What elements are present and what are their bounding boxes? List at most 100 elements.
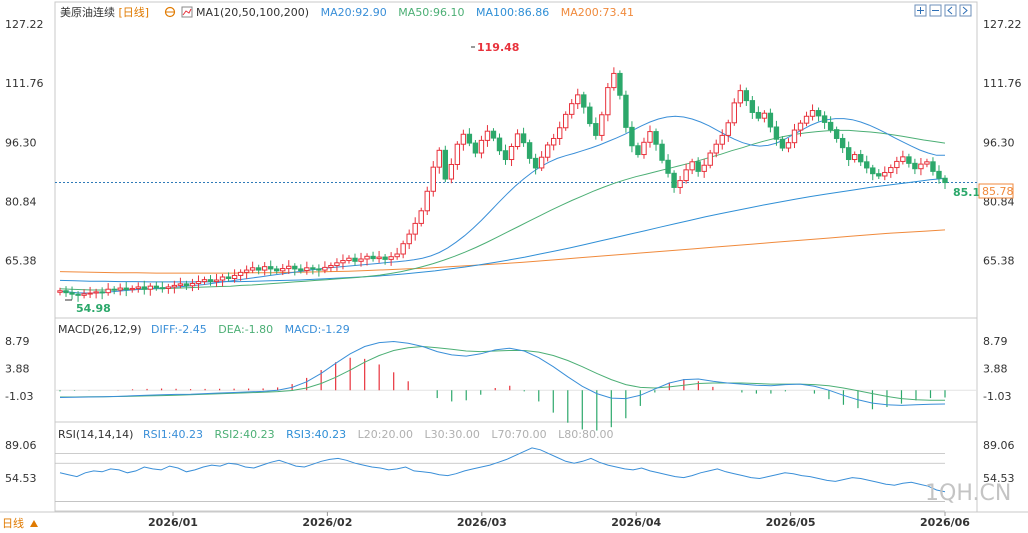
candle-body xyxy=(472,142,479,154)
candle-body xyxy=(316,268,322,271)
candle-body xyxy=(237,271,244,276)
ma20-line xyxy=(59,115,945,294)
watermark: 1QH.CN xyxy=(925,481,1011,506)
candle-body xyxy=(713,143,719,154)
candle-body xyxy=(894,160,900,169)
candle-body xyxy=(803,115,810,124)
candle-body xyxy=(400,243,406,255)
candle-body xyxy=(195,281,202,284)
zoom-in-icon[interactable] xyxy=(929,4,942,17)
candle-body xyxy=(550,137,557,146)
candle-body xyxy=(382,256,388,260)
candle-body xyxy=(135,286,141,289)
candle-body xyxy=(280,268,286,272)
ma50-value: MA50:96.10 xyxy=(398,6,464,19)
ma100-value: MA100:86.86 xyxy=(476,6,549,19)
adjust-icon[interactable] xyxy=(164,6,176,18)
zoom-out-icon[interactable] xyxy=(944,4,957,17)
candle-body xyxy=(213,279,220,283)
candle-body xyxy=(87,292,93,295)
ma-title: MA1(20,50,100,200) xyxy=(196,6,309,19)
candle-body xyxy=(147,285,154,290)
candle-body xyxy=(177,283,184,286)
candle-body xyxy=(358,258,364,262)
rsi-tick-left: 54.53 xyxy=(5,472,37,485)
candle-body xyxy=(298,268,304,271)
candle-body xyxy=(845,147,852,161)
macd-tick-left: -1.03 xyxy=(5,390,33,403)
candle-body xyxy=(520,133,527,144)
candle-body xyxy=(563,113,569,129)
candle-body xyxy=(340,260,346,264)
candle-body xyxy=(111,288,117,291)
rsi-line xyxy=(59,447,946,493)
period-selector-label[interactable]: 日线 xyxy=(2,516,24,530)
candle-body xyxy=(767,112,774,128)
candle-body xyxy=(876,173,882,177)
candle-body xyxy=(231,274,238,280)
candle-body xyxy=(858,154,864,163)
candlesticks xyxy=(57,67,948,302)
candle-body xyxy=(888,167,894,174)
candle-body xyxy=(912,162,918,170)
candle-body xyxy=(286,265,292,270)
candle-body xyxy=(785,142,792,149)
candle-body xyxy=(268,266,274,270)
time-tick-label: 2026/03 xyxy=(457,516,507,529)
reference-lines xyxy=(55,182,977,512)
candle-body xyxy=(328,264,334,268)
candle-body xyxy=(418,210,424,224)
candle-body xyxy=(466,133,473,144)
candle-body xyxy=(683,169,689,182)
candle-body xyxy=(870,167,876,175)
last-close-label: 85.1 xyxy=(953,186,980,199)
rsi-l30-value: L30:30.00 xyxy=(425,428,480,441)
candle-body xyxy=(171,284,178,288)
price-tick-right: 111.76 xyxy=(983,77,1022,90)
candle-body xyxy=(526,142,533,159)
candle-body xyxy=(611,72,617,89)
candle-body xyxy=(454,143,461,165)
candle-body xyxy=(906,156,912,164)
header-legend: 美原油连续 [日线] xyxy=(60,5,149,19)
candle-body xyxy=(69,292,75,295)
period-label: [日线] xyxy=(119,5,150,19)
candle-body xyxy=(255,267,262,271)
price-tick-left: 96.30 xyxy=(5,136,37,149)
candle-body xyxy=(827,121,834,131)
candle-body xyxy=(575,94,581,105)
candle-body xyxy=(749,100,756,113)
macd-series xyxy=(59,340,946,431)
candle-body xyxy=(496,137,503,152)
candle-body xyxy=(839,137,846,149)
candle-body xyxy=(159,287,166,290)
candle-body xyxy=(833,129,840,139)
candle-body xyxy=(587,106,593,125)
rsi-title: RSI(14,14,14) xyxy=(58,428,133,441)
candle-body xyxy=(791,129,798,144)
candle-body xyxy=(695,161,701,172)
candle-body xyxy=(737,90,744,104)
candle-body xyxy=(310,267,316,270)
candle-body xyxy=(304,267,310,271)
candle-body xyxy=(755,111,762,119)
lock-icon[interactable] xyxy=(914,4,927,17)
candle-body xyxy=(641,141,647,156)
candle-body xyxy=(201,279,208,283)
candle-body xyxy=(490,130,497,139)
macd-diff-line xyxy=(59,340,946,406)
candle-body xyxy=(900,156,906,162)
price-tick-right: 96.30 xyxy=(983,136,1015,149)
candle-body xyxy=(623,94,629,128)
candle-body xyxy=(129,287,135,291)
scroll-right-icon[interactable] xyxy=(959,4,972,17)
high-label: 119.48 xyxy=(477,41,519,54)
period-selector-arrow-icon[interactable] xyxy=(30,520,38,527)
period-selector[interactable]: 日线 xyxy=(2,516,38,530)
candle-body xyxy=(659,143,665,161)
price-tick-right: 65.38 xyxy=(983,255,1015,268)
candle-body xyxy=(123,287,129,291)
candle-body xyxy=(882,172,888,177)
